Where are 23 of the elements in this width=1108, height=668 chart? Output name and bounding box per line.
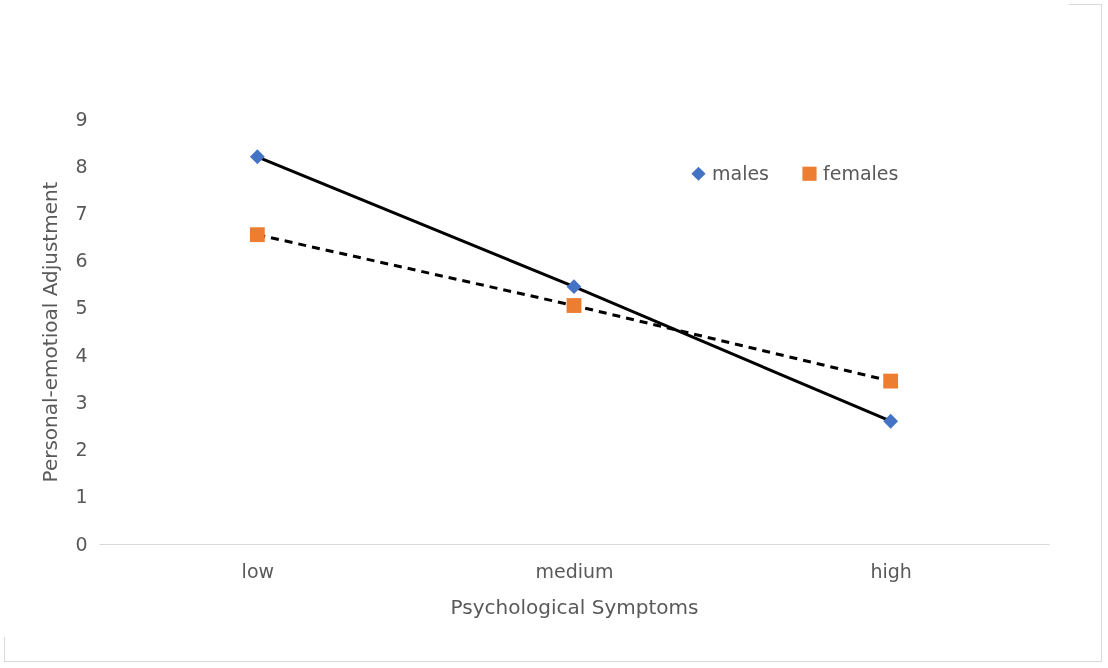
legend-label: males [712, 161, 770, 184]
point [566, 298, 582, 313]
y-tick-label: 3 [75, 390, 88, 413]
point [249, 149, 265, 165]
point [566, 279, 582, 295]
y-tick-label: 5 [75, 296, 88, 319]
x-tick-label: low [241, 559, 275, 582]
y-tick-label: 9 [75, 107, 88, 130]
y-tick-label: 2 [75, 438, 88, 461]
y-tick-label: 4 [75, 343, 88, 366]
y-tick-label: 7 [75, 201, 88, 224]
x-tick-label: high [870, 559, 912, 582]
legend-label: females [823, 161, 899, 184]
point [883, 373, 899, 389]
x-axis-title: Psychological Symptoms [450, 594, 699, 619]
y-tick-label: 6 [75, 249, 88, 272]
y-tick-label: 0 [75, 532, 88, 555]
point [249, 227, 265, 243]
y-tick-label: 8 [75, 154, 88, 177]
y-tick-label: 1 [75, 485, 88, 508]
y-axis-title: Personal-emotioal Adjustment [38, 181, 63, 483]
point [883, 413, 899, 429]
x-tick-label: medium [535, 559, 614, 582]
